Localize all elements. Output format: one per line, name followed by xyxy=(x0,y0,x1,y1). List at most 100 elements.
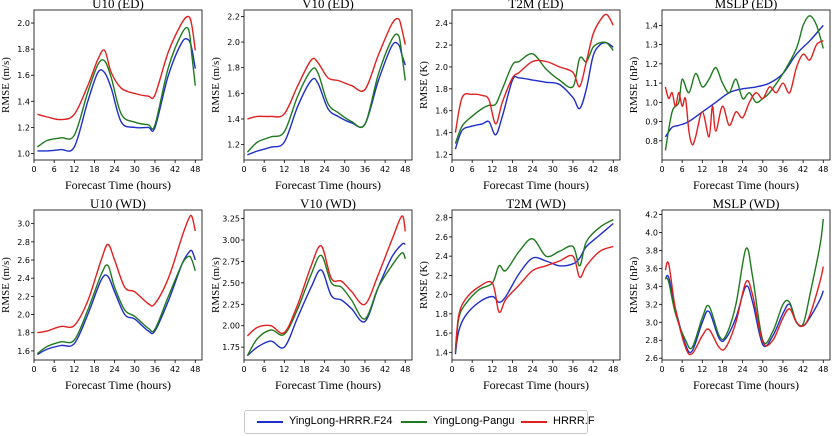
series-line-hrrr-f xyxy=(664,261,824,356)
x-tick-label: 18 xyxy=(89,365,99,374)
y-tick-label: 1.4 xyxy=(435,348,448,357)
x-tick-label: 42 xyxy=(588,165,598,174)
x-tick-label: 24 xyxy=(528,165,538,174)
y-tick-label: 2.8 xyxy=(645,336,658,345)
chart-title: U10 (WD) xyxy=(90,196,146,211)
panel-t2m-wd: T2M (WD) 0 6 12 18 24 30 36 42 48 1.4 1.6 1.8 2.0 2.2 2… xyxy=(418,196,621,392)
x-tick-label: 36 xyxy=(360,165,370,174)
x-axis-label: Forecast Time (hours) xyxy=(65,378,171,392)
x-tick-label: 24 xyxy=(110,165,120,174)
y-tick-label: 2.2 xyxy=(435,271,448,280)
legend-swatch-hrrr-f xyxy=(521,421,547,423)
x-tick-label: 6 xyxy=(470,365,475,374)
y-tick-label: 2.8 xyxy=(435,214,448,223)
x-tick-label: 6 xyxy=(52,165,57,174)
chart-title: T2M (ED) xyxy=(508,0,563,11)
series-line-yinglong-pangu xyxy=(664,15,824,151)
series-line-yinglong-pangu xyxy=(454,41,614,144)
x-tick-label: 18 xyxy=(717,365,727,374)
axes-frame xyxy=(661,209,831,361)
series-line-hrrr-f xyxy=(247,17,406,120)
legend-swatch-hrrr-f24 xyxy=(257,421,283,423)
chart-title: U10 (ED) xyxy=(92,0,144,11)
x-tick-label: 48 xyxy=(608,365,618,374)
y-tick-label: 1.8 xyxy=(435,85,448,94)
y-tick-label: 4.0 xyxy=(645,228,658,237)
y-tick-label: 2.4 xyxy=(17,274,30,283)
y-tick-label: 1.6 xyxy=(435,107,448,116)
x-tick-label: 30 xyxy=(758,165,768,174)
chart-title: T2M (WD) xyxy=(506,196,566,211)
x-tick-label: 36 xyxy=(568,365,578,374)
y-tick-label: 2.0 xyxy=(435,63,448,72)
x-tick-label: 36 xyxy=(778,165,788,174)
y-tick-label: 1.6 xyxy=(227,89,240,98)
x-tick-label: 6 xyxy=(680,365,685,374)
x-tick-label: 30 xyxy=(340,365,350,374)
y-tick-label: 2.75 xyxy=(222,257,240,266)
x-tick-label: 24 xyxy=(320,365,330,374)
series-line-yinglong-hrrr-f24 xyxy=(246,242,406,357)
axes-frame xyxy=(33,9,203,161)
y-tick-label: 1.1 xyxy=(645,79,658,88)
x-tick-label: 0 xyxy=(31,365,36,374)
x-tick-label: 6 xyxy=(262,165,267,174)
x-tick-label: 0 xyxy=(241,365,246,374)
x-tick-label: 0 xyxy=(449,365,454,374)
y-tick-label: 3.0 xyxy=(17,220,30,229)
axes-frame xyxy=(661,9,831,161)
y-tick-label: 3.2 xyxy=(645,300,658,309)
series-line-hrrr-f xyxy=(37,214,196,334)
panel-v10-ed: V10 (ED) 0 6 12 18 24 30 36 42 48 1.2 1.4 1.6 1.8 2.0 2… xyxy=(210,0,413,192)
y-tick-label: 4.2 xyxy=(645,210,658,219)
chart-title: V10 (ED) xyxy=(302,0,354,11)
x-tick-label: 18 xyxy=(717,165,727,174)
x-tick-label: 48 xyxy=(400,365,410,374)
panel-u10-wd: U10 (WD) 0 6 12 18 24 30 36 42 48 1.6 1.8 2.0 2.2 2.4 2… xyxy=(0,196,203,392)
panel-mslp-wd: MSLP (WD) 0 6 12 18 24 30 36 42 48 2.6 2.8 3.0 3.2 3.4… xyxy=(628,196,831,392)
x-tick-label: 12 xyxy=(69,165,79,174)
x-tick-label: 6 xyxy=(680,165,685,174)
y-tick-label: 3.00 xyxy=(222,236,240,245)
y-tick-label: 2.6 xyxy=(435,233,448,242)
x-tick-label: 30 xyxy=(340,165,350,174)
y-tick-label: 2.0 xyxy=(17,19,30,28)
series-line-yinglong-pangu xyxy=(246,33,406,153)
x-tick-label: 24 xyxy=(738,165,748,174)
y-axis-label: RMSE (m/s) xyxy=(0,257,12,313)
x-tick-label: 6 xyxy=(52,365,57,374)
x-axis-label: Forecast Time (hours) xyxy=(483,178,589,192)
x-tick-label: 36 xyxy=(150,165,160,174)
y-tick-label: 2.2 xyxy=(227,12,240,21)
y-tick-label: 3.6 xyxy=(645,264,658,273)
y-tick-label: 2.6 xyxy=(645,354,658,363)
x-tick-label: 24 xyxy=(110,365,120,374)
y-tick-label: 2.6 xyxy=(17,256,30,265)
chart-title: V10 (WD) xyxy=(300,196,356,211)
legend-label-hrrr-f: HRRR.F xyxy=(553,415,595,427)
axes-frame xyxy=(243,9,413,161)
chart-title: MSLP (WD) xyxy=(712,196,779,211)
panel-v10-wd: V10 (WD) 0 6 12 18 24 30 36 42 48 1.75 2.00 2.25 2.50… xyxy=(210,196,413,392)
x-axis-label: Forecast Time (hours) xyxy=(65,178,171,192)
x-axis-label: Forecast Time (hours) xyxy=(275,378,381,392)
y-tick-label: 0.8 xyxy=(645,137,658,146)
x-tick-label: 24 xyxy=(528,365,538,374)
x-tick-label: 0 xyxy=(449,165,454,174)
x-tick-label: 0 xyxy=(241,165,246,174)
y-tick-label: 2.25 xyxy=(222,300,240,309)
y-tick-label: 1.2 xyxy=(435,151,448,160)
series-line-hrrr-f xyxy=(246,215,406,337)
x-tick-label: 18 xyxy=(507,365,517,374)
x-tick-label: 48 xyxy=(400,165,410,174)
y-tick-label: 1.8 xyxy=(17,329,30,338)
x-tick-label: 12 xyxy=(697,165,707,174)
panel-mslp-ed: MSLP (ED) 0 6 12 18 24 30 36 42 48 0.8 0.9 1.0 1.1 1.2… xyxy=(628,0,831,192)
series-line-yinglong-hrrr-f24 xyxy=(664,24,824,138)
x-tick-label: 42 xyxy=(798,365,808,374)
series-line-hrrr-f xyxy=(664,40,824,146)
x-tick-label: 42 xyxy=(380,165,390,174)
x-tick-label: 30 xyxy=(758,365,768,374)
y-tick-label: 2.4 xyxy=(435,19,448,28)
